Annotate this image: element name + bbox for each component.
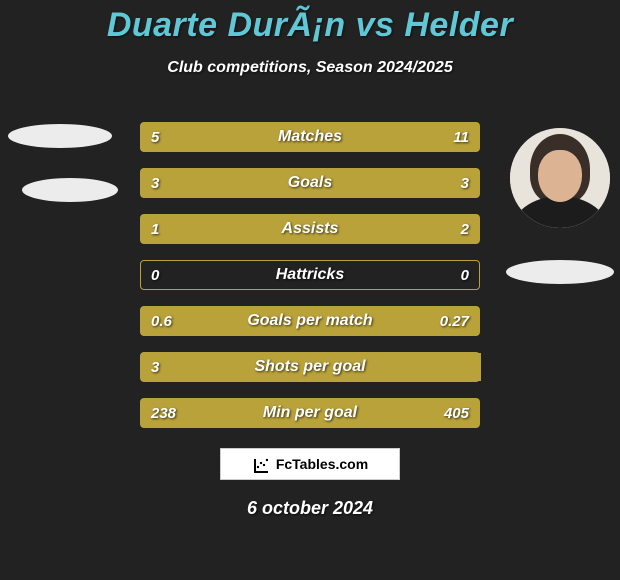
page-title: Duarte DurÃ¡n vs Helder xyxy=(0,0,620,45)
player-right-avatar-face xyxy=(510,128,610,228)
stat-label: Min per goal xyxy=(141,399,479,427)
chart-icon xyxy=(252,455,270,473)
stat-bar-row: 33Goals xyxy=(140,168,480,198)
stat-bar-row: 00Hattricks xyxy=(140,260,480,290)
player-right-avatar xyxy=(510,128,610,228)
fctables-logo[interactable]: FcTables.com xyxy=(220,448,400,480)
player-left-ellipse-2 xyxy=(22,178,118,202)
stat-bar-row: 511Matches xyxy=(140,122,480,152)
stat-bars-container: 511Matches 33Goals 12Assists 00Hattricks 0.6… xyxy=(140,122,480,444)
player-right-avatar-shirt xyxy=(510,196,610,228)
player-left-ellipse-1 xyxy=(8,124,112,148)
stat-bar-row: 12Assists xyxy=(140,214,480,244)
player-right-ellipse xyxy=(506,260,614,284)
stat-label: Goals per match xyxy=(141,307,479,335)
stat-label: Matches xyxy=(141,123,479,151)
stat-label: Goals xyxy=(141,169,479,197)
stat-label: Shots per goal xyxy=(141,353,479,381)
stat-bar-row: 3Shots per goal xyxy=(140,352,480,382)
stat-bar-row: 238405Min per goal xyxy=(140,398,480,428)
page-subtitle: Club competitions, Season 2024/2025 xyxy=(0,59,620,77)
stat-bar-row: 0.60.27Goals per match xyxy=(140,306,480,336)
stat-label: Assists xyxy=(141,215,479,243)
fctables-logo-text: FcTables.com xyxy=(276,456,368,472)
date-label: 6 october 2024 xyxy=(0,498,620,519)
stat-label: Hattricks xyxy=(141,261,479,289)
